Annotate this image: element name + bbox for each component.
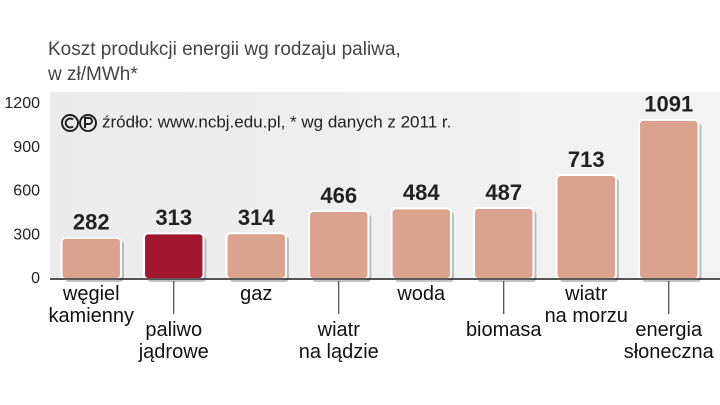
x-tick-label: energia słoneczna: [623, 319, 714, 363]
bar: [390, 207, 452, 281]
source-note: źródło: www.ncbj.edu.pl, * wg danych z 2…: [102, 112, 451, 131]
y-tick-label: 300: [13, 226, 40, 243]
y-tick-label: 900: [13, 139, 40, 156]
bar: [555, 174, 617, 280]
x-tick-label: wiatr na lądzie: [298, 319, 379, 363]
value-label: 484: [403, 180, 440, 205]
bar: [225, 232, 287, 280]
chart-title: Koszt produkcji energii wg rodzaju paliw…: [48, 39, 401, 60]
x-tick-label: paliwo jądrowe: [138, 319, 209, 363]
x-tick-label: wiatr na morzu: [544, 283, 628, 327]
y-tick-label: 0: [31, 270, 40, 287]
bar: [473, 206, 535, 281]
y-tick-label: 600: [13, 183, 40, 200]
value-label: 487: [485, 180, 522, 205]
bar: [638, 118, 700, 281]
x-tick-label: biomasa: [465, 319, 542, 341]
bar: [143, 232, 205, 281]
value-label: 313: [155, 205, 192, 230]
bar: [60, 236, 122, 280]
value-label: 1091: [644, 92, 693, 117]
chart-subtitle: w zł/MWh*: [47, 64, 138, 85]
value-label: 314: [238, 205, 275, 230]
cc-icon: [61, 114, 97, 132]
value-label: 466: [320, 183, 357, 208]
value-label: 713: [568, 147, 605, 172]
y-tick-label: 1200: [4, 95, 40, 112]
x-tick-label: gaz: [240, 283, 273, 305]
value-label: 282: [73, 210, 110, 235]
bar: [308, 210, 370, 281]
x-tick-label: woda: [397, 283, 446, 305]
x-tick-label: węgiel kamienny: [48, 283, 135, 327]
